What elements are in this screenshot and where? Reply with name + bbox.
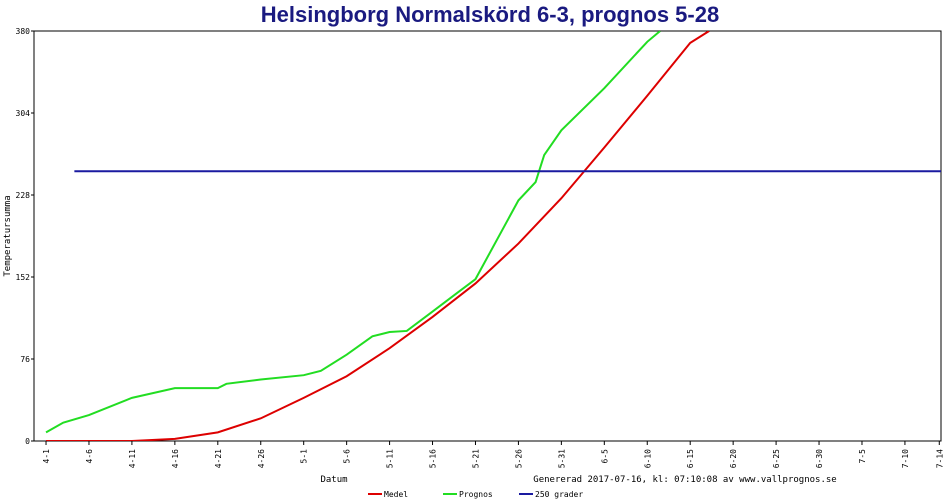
x-tick-label: 7-14 [935,449,944,468]
x-tick-label: 4-16 [171,449,180,468]
x-tick-label: 5-26 [514,449,523,468]
x-tick-label: 6-10 [643,449,652,468]
y-tick-label: 304 [16,109,31,118]
legend-label: Prognos [459,490,493,499]
x-tick-label: 7-5 [858,449,867,464]
y-axis-label: Temperatursumma [3,195,13,276]
x-tick-label: 5-16 [429,449,438,468]
x-tick-label: 5-31 [557,449,566,468]
x-tick-label: 6-30 [815,449,824,468]
x-axis-label: Datum [320,475,347,485]
x-tick-label: 6-5 [600,449,609,464]
series-line [45,31,661,434]
series-line [46,31,710,441]
chart-title: Helsingborg Normalskörd 6-3, prognos 5-2… [261,2,719,27]
legend-label: Medel [384,490,408,499]
x-tick-label: 6-25 [772,449,781,468]
x-tick-label: 6-20 [729,449,738,468]
x-tick-label: 6-15 [686,449,695,468]
x-tick-label: 4-1 [42,449,51,464]
x-tick-label: 7-10 [901,449,910,468]
y-tick-label: 228 [16,191,31,200]
y-tick-label: 152 [16,273,31,282]
x-tick-label: 4-11 [128,449,137,468]
x-tick-label: 4-21 [214,449,223,468]
x-tick-label: 4-26 [257,449,266,468]
y-tick-label: 0 [25,437,30,446]
y-tick-label: 380 [16,27,31,36]
y-tick-label: 76 [20,355,30,364]
x-tick-label: 5-1 [300,449,309,464]
x-tick-label: 5-6 [343,449,352,464]
plot-frame [33,30,942,442]
legend-label: 250 grader [535,490,583,499]
x-tick-label: 5-11 [386,449,395,468]
x-tick-label: 5-21 [471,449,480,468]
footer: Genererad 2017-07-16, kl: 07:10:08 av ww… [533,475,836,485]
x-tick-label: 4-6 [85,449,94,464]
